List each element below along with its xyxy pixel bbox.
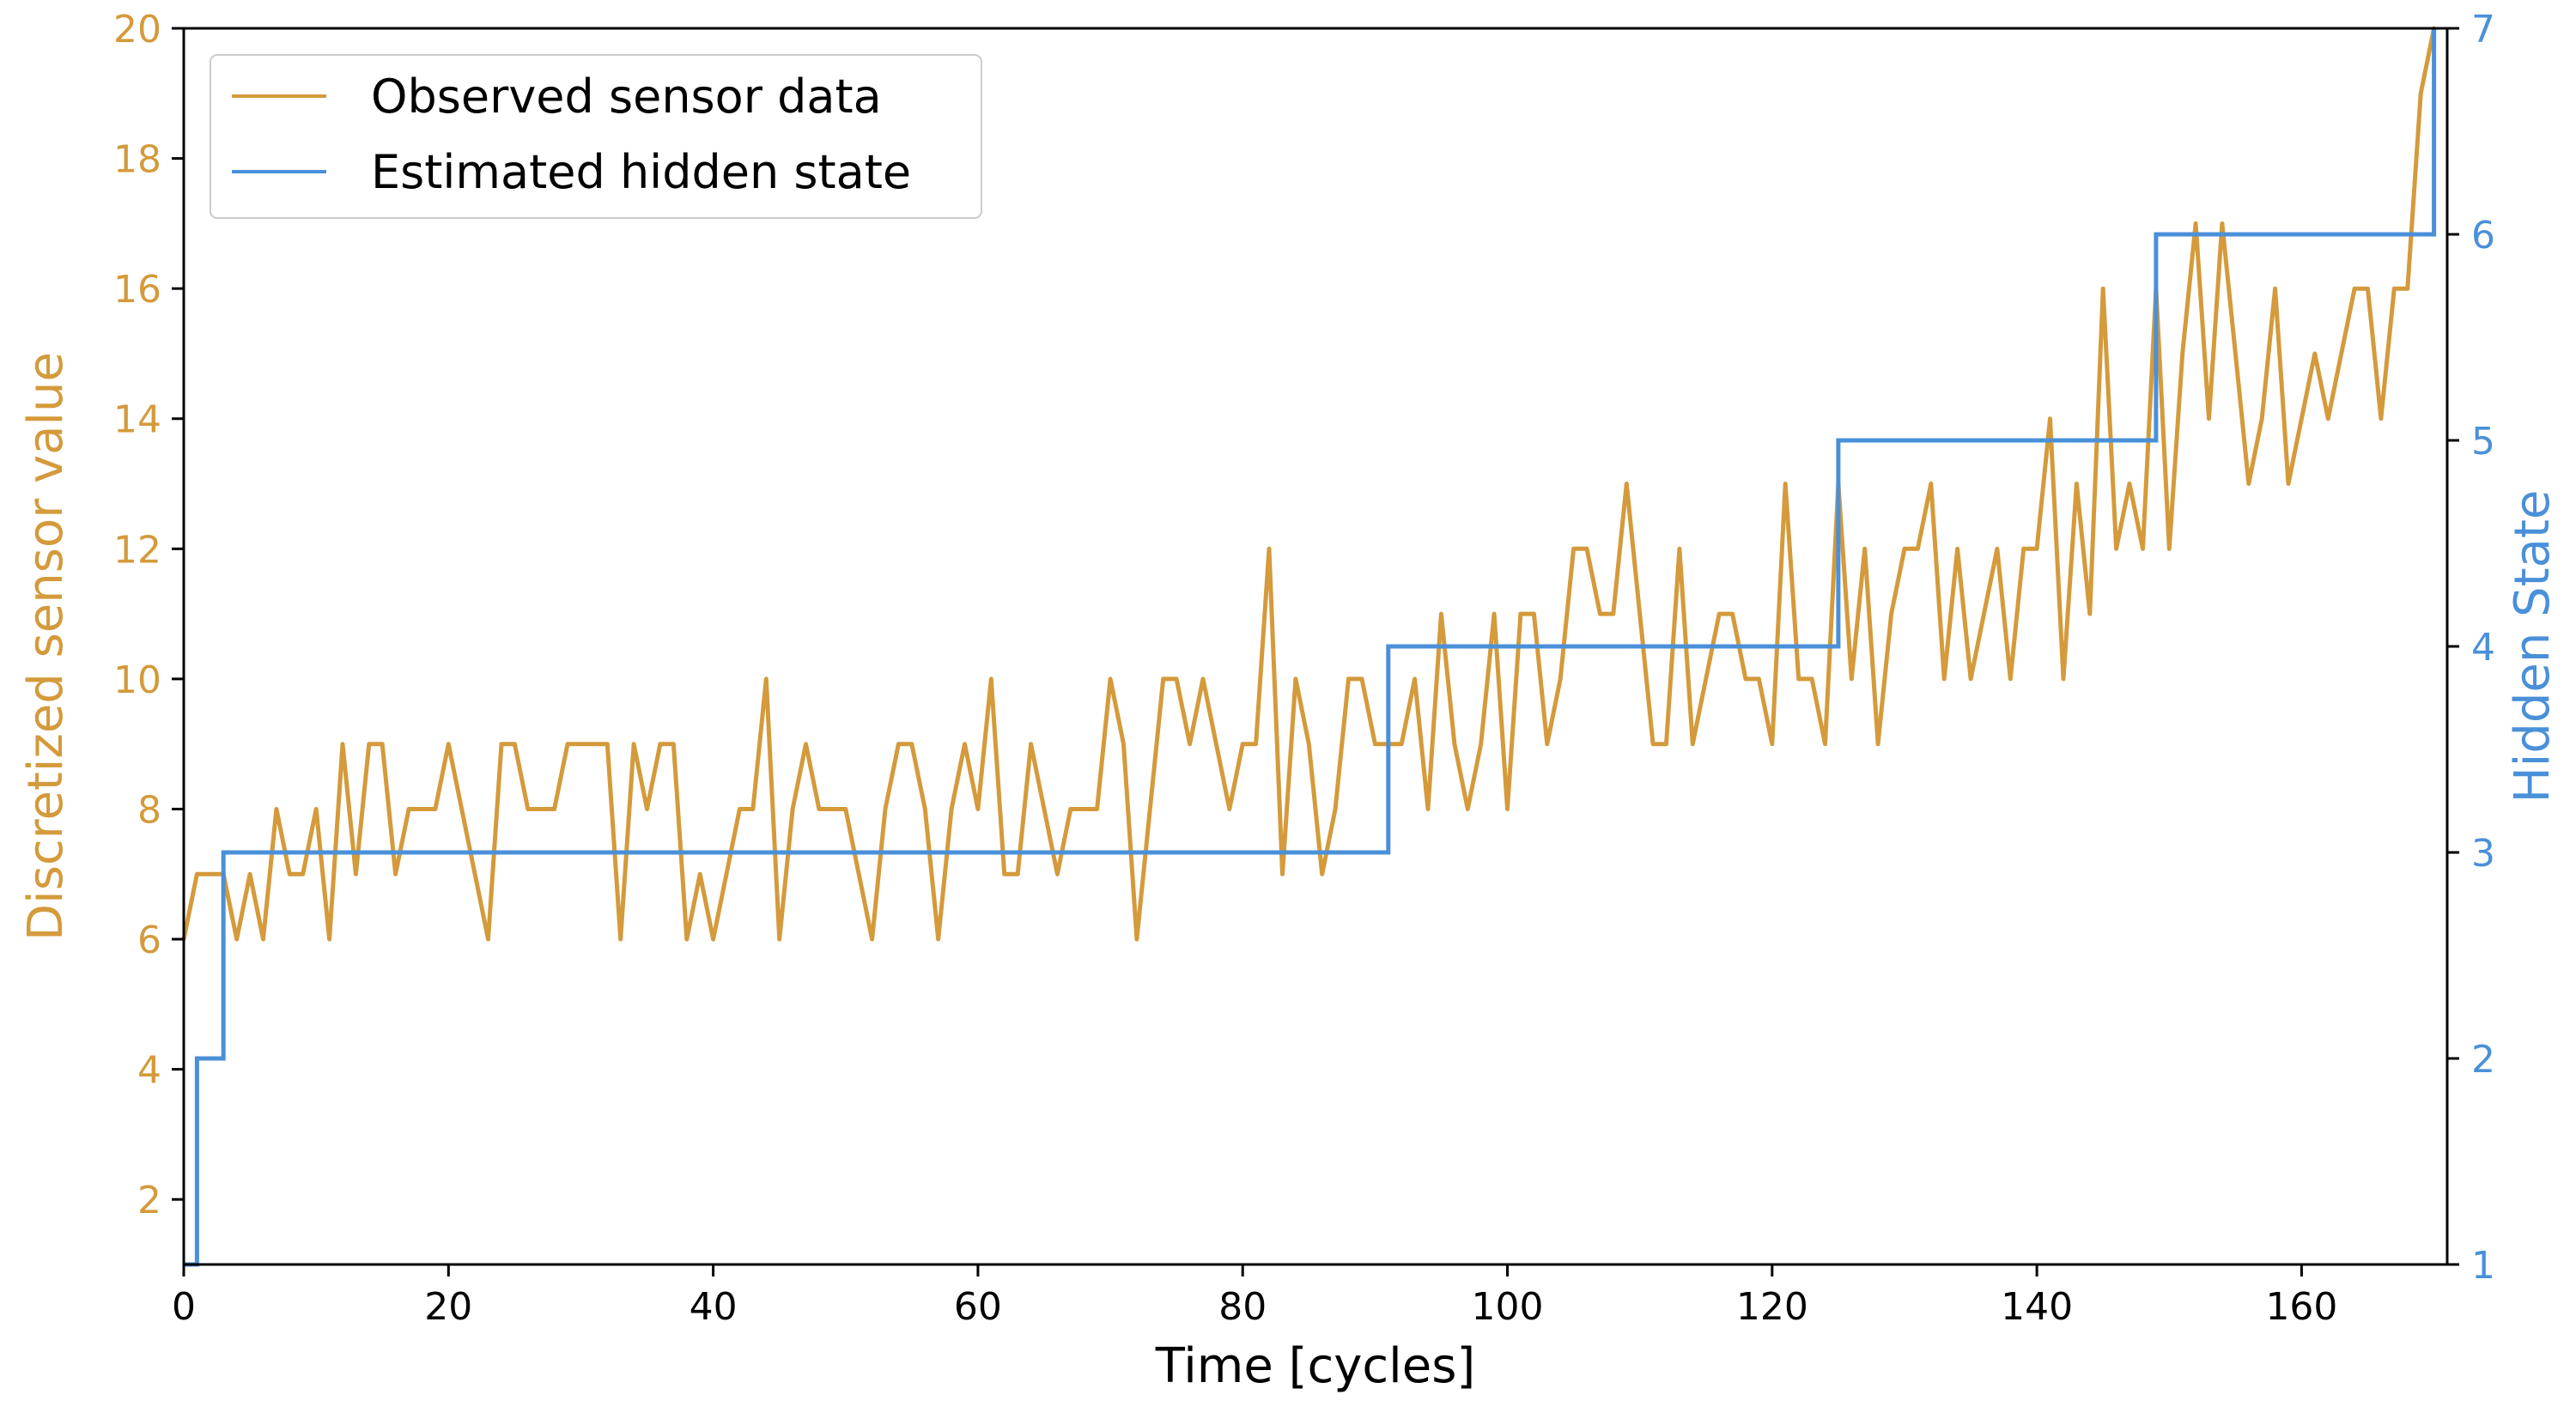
legend-label-hidden-state: Estimated hidden state (371, 145, 911, 199)
x-tick-label: 40 (690, 1285, 738, 1329)
y-right-tick-label: 2 (2471, 1038, 2495, 1082)
x-tick-label: 160 (2265, 1285, 2337, 1329)
y-left-tick-label: 2 (137, 1179, 161, 1222)
x-tick-label: 140 (2001, 1285, 2073, 1329)
axes-layer: 0 20 40 60 80 100 120 140 1602468101214161820123… (113, 8, 2495, 1329)
legend-box (210, 54, 982, 219)
y-left-tick-label: 6 (137, 919, 161, 962)
y-left-tick-label: 8 (137, 788, 161, 832)
y-left-tick-label: 18 (113, 138, 161, 182)
y-right-tick-label: 3 (2471, 832, 2495, 876)
x-tick-label: 100 (1472, 1285, 1544, 1329)
x-axis-title: Time [cycles] (1155, 1338, 1475, 1394)
x-tick-label: 120 (1736, 1285, 1808, 1329)
x-tick-label: 80 (1218, 1285, 1267, 1329)
hidden-state-step-line (184, 28, 2437, 1267)
observed-sensor-line (181, 26, 2437, 942)
y-right-tick-label: 1 (2471, 1244, 2495, 1288)
y-left-tick-label: 12 (113, 528, 161, 572)
y-left-tick-label: 20 (113, 8, 161, 52)
y-right-tick-label: 7 (2471, 8, 2495, 52)
y-right-axis-title: Hidden State (2505, 490, 2561, 803)
x-tick-label: 0 (172, 1285, 196, 1329)
y-left-tick-label: 14 (113, 398, 161, 442)
y-left-tick-label: 16 (113, 268, 161, 312)
x-tick-label: 20 (424, 1285, 472, 1329)
y-left-tick-label: 10 (113, 658, 161, 702)
x-tick-label: 60 (954, 1285, 1002, 1329)
legend: Observed sensor data Estimated hidden st… (210, 54, 982, 219)
y-left-axis-title: Discretized sensor value (18, 352, 74, 941)
series-layer (181, 26, 2437, 1267)
y-right-tick-label: 5 (2471, 420, 2495, 464)
y-right-tick-label: 6 (2471, 214, 2495, 258)
y-right-tick-label: 4 (2471, 626, 2495, 670)
legend-label-observed: Observed sensor data (371, 70, 882, 124)
y-left-tick-label: 4 (137, 1049, 161, 1093)
